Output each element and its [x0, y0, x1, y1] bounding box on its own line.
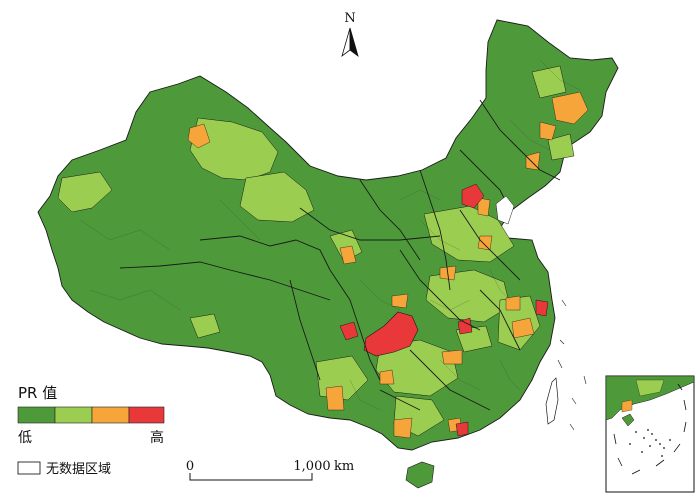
- legend-swatch-4: [128, 406, 165, 424]
- unit-red-shenzhen: [455, 421, 469, 437]
- north-arrow-right-half: [349, 27, 359, 58]
- inset-hainan: [621, 413, 635, 427]
- unit-red-shanghai: [535, 299, 549, 317]
- coastal-islands: [557, 299, 587, 431]
- unit-orange-shandong: [477, 235, 493, 251]
- unit-orange-nanning: [393, 417, 413, 439]
- unit-orange-guizhou: [379, 369, 395, 385]
- unit-orange-urumqi: [187, 123, 211, 149]
- unit-orange-shenyang: [525, 151, 541, 171]
- scale-unit-label: km: [334, 459, 354, 474]
- legend-swatch-2: [54, 406, 93, 424]
- scale-end-label: 1,000: [293, 459, 330, 474]
- region-northeast-a: [531, 65, 567, 99]
- north-arrow-left-half: [341, 27, 351, 58]
- unit-orange-xian: [391, 293, 409, 309]
- north-arrow: N: [341, 11, 359, 58]
- south-china-sea-inset: [605, 375, 695, 493]
- unit-red-chengdu: [339, 321, 359, 341]
- scale-bar: 0 1,000 km: [186, 459, 354, 481]
- region-xinjiang-east: [239, 171, 315, 223]
- unit-red-chongqing: [363, 311, 419, 357]
- county-borders: [79, 59, 581, 411]
- no-data-label: 无数据区域: [46, 462, 111, 477]
- unit-orange-changchun: [539, 121, 557, 141]
- unit-red-beijing: [461, 183, 485, 209]
- region-north-china: [423, 205, 515, 263]
- inset-light-region: [635, 379, 665, 397]
- china-mainland: [37, 19, 631, 451]
- unit-orange-harbin: [551, 91, 589, 125]
- scale-bar-line: [189, 473, 313, 481]
- legend-swatch-1: [17, 406, 56, 424]
- legend-high-label: 高: [150, 429, 164, 446]
- hainan-island: [405, 461, 435, 489]
- legend-low-label: 低: [18, 430, 32, 446]
- unit-orange-hangzhou: [511, 317, 535, 339]
- bohai-sea: [495, 195, 515, 225]
- unit-red-wuhan: [457, 317, 473, 335]
- province-borders: [119, 99, 561, 411]
- unit-orange-tianjin: [477, 197, 491, 217]
- region-south-central: [375, 339, 459, 397]
- legend: PR 值 低 高 无数据区域: [17, 384, 165, 477]
- region-sichuan-west: [189, 313, 221, 339]
- unit-orange-changsha: [441, 349, 463, 365]
- inset-islands: [629, 429, 671, 457]
- region-kashgar: [57, 171, 113, 213]
- scale-start-label: 0: [186, 459, 194, 474]
- unit-orange-kunming: [325, 385, 345, 411]
- inset-coastline: [605, 375, 695, 421]
- legend-title: PR 值: [18, 384, 57, 402]
- north-label: N: [344, 11, 355, 26]
- inset-orange-unit: [621, 399, 633, 413]
- legend-swatch-3: [91, 406, 130, 424]
- inset-nine-dash-line: [613, 383, 687, 475]
- no-data-swatch: [17, 461, 41, 475]
- taiwan-no-data: [545, 377, 559, 425]
- region-northeast-b: [547, 133, 575, 161]
- unit-orange-lanzhou: [339, 245, 357, 265]
- region-central: [425, 269, 511, 323]
